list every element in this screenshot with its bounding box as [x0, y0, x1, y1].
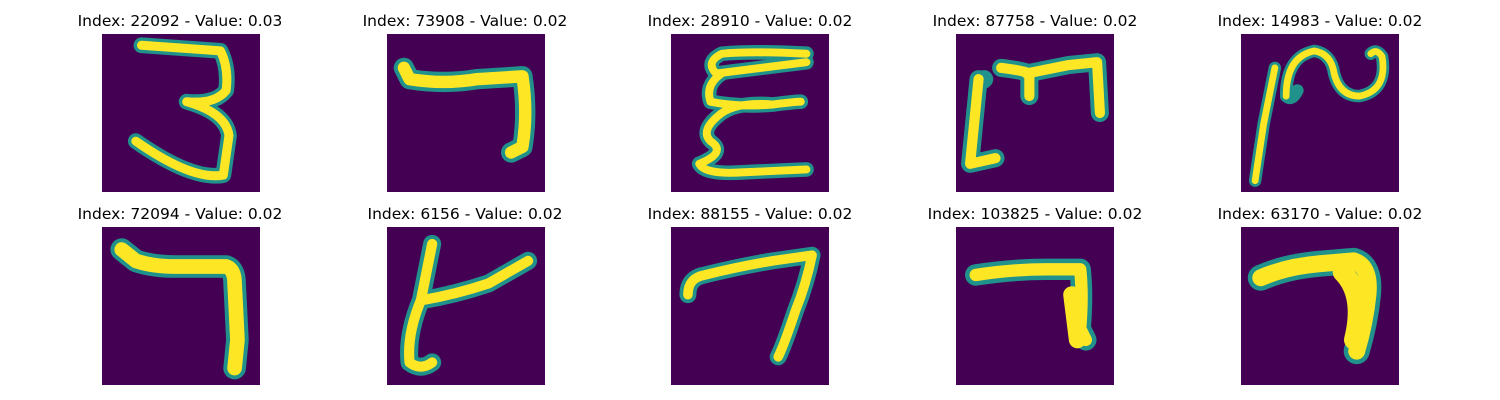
panel-title-2: Index: 73908 - Value: 0.02 — [362, 12, 568, 30]
panel-title-1: Index: 22092 - Value: 0.03 — [77, 12, 283, 30]
panel-title-7: Index: 6156 - Value: 0.02 — [367, 205, 563, 223]
digit-image-8 — [671, 227, 829, 385]
digit-image-7 — [387, 227, 545, 385]
digit-image-10 — [1241, 227, 1399, 385]
digit-image-2 — [387, 34, 545, 192]
digit-image-1 — [102, 34, 260, 192]
panel-title-9: Index: 103825 - Value: 0.02 — [927, 205, 1143, 223]
digit-image-5 — [1241, 34, 1399, 192]
digit-image-3 — [671, 34, 829, 192]
panel-title-3: Index: 28910 - Value: 0.02 — [647, 12, 853, 30]
digit-image-6 — [102, 227, 260, 385]
panel-title-5: Index: 14983 - Value: 0.02 — [1217, 12, 1423, 30]
panel-title-6: Index: 72094 - Value: 0.02 — [77, 205, 283, 223]
digit-image-4 — [956, 34, 1114, 192]
digit-image-9 — [956, 227, 1114, 385]
panel-title-8: Index: 88155 - Value: 0.02 — [647, 205, 853, 223]
panel-title-4: Index: 87758 - Value: 0.02 — [932, 12, 1138, 30]
panel-title-10: Index: 63170 - Value: 0.02 — [1217, 205, 1423, 223]
